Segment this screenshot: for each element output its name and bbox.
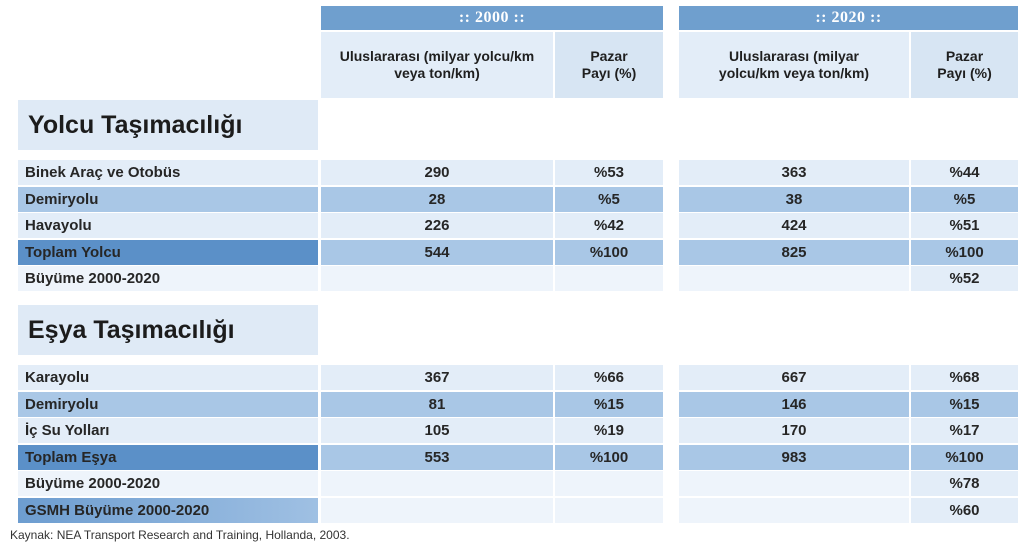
passenger-row-label: Toplam Yolcu <box>18 240 318 265</box>
freight-share-2000 <box>555 471 663 496</box>
freight-value-2020 <box>679 498 909 523</box>
freight-value-2000: 105 <box>321 418 553 443</box>
freight-value-2000: 553 <box>321 445 553 470</box>
passenger-value-2000: 290 <box>321 160 553 185</box>
col-international-2000: Uluslararası (milyar yolcu/km veya ton/k… <box>321 32 553 98</box>
col-share-2020: Pazar Payı (%) <box>911 32 1018 98</box>
freight-share-2020: %15 <box>911 392 1018 417</box>
freight-share-2020: %78 <box>911 471 1018 496</box>
passenger-value-2000 <box>321 266 553 291</box>
freight-value-2020: 170 <box>679 418 909 443</box>
passenger-share-2000: %5 <box>555 187 663 212</box>
passenger-value-2000: 28 <box>321 187 553 212</box>
freight-value-2000 <box>321 498 553 523</box>
freight-row-label: Toplam Eşya <box>18 445 318 470</box>
freight-row-label: Karayolu <box>18 365 318 390</box>
freight-share-2020: %17 <box>911 418 1018 443</box>
freight-value-2020: 146 <box>679 392 909 417</box>
passenger-value-2000: 226 <box>321 213 553 238</box>
col-share-2000: Pazar Payı (%) <box>555 32 663 98</box>
col-international-2020: Uluslararası (milyar yolcu/km veya ton/k… <box>679 32 909 98</box>
freight-share-2000: %15 <box>555 392 663 417</box>
freight-row-label: Demiryolu <box>18 392 318 417</box>
passenger-share-2020: %5 <box>911 187 1018 212</box>
freight-share-2020: %68 <box>911 365 1018 390</box>
year-2020-header: :: 2020 :: <box>679 6 1018 30</box>
passenger-row-label: Havayolu <box>18 213 318 238</box>
freight-row-label: İç Su Yolları <box>18 418 318 443</box>
freight-share-2000 <box>555 498 663 523</box>
freight-value-2020 <box>679 471 909 496</box>
freight-value-2000: 81 <box>321 392 553 417</box>
passenger-share-2000: %42 <box>555 213 663 238</box>
freight-share-2020: %60 <box>911 498 1018 523</box>
passenger-share-2020: %100 <box>911 240 1018 265</box>
freight-share-2000: %66 <box>555 365 663 390</box>
freight-value-2000: 367 <box>321 365 553 390</box>
passenger-row-label: Büyüme 2000-2020 <box>18 266 318 291</box>
year-2000-header: :: 2000 :: <box>321 6 663 30</box>
passenger-value-2020: 424 <box>679 213 909 238</box>
freight-share-2020: %100 <box>911 445 1018 470</box>
freight-share-2000: %19 <box>555 418 663 443</box>
passenger-value-2020: 38 <box>679 187 909 212</box>
passenger-value-2020: 363 <box>679 160 909 185</box>
passenger-share-2020: %51 <box>911 213 1018 238</box>
freight-section-title: Eşya Taşımacılığı <box>18 305 318 355</box>
freight-value-2020: 667 <box>679 365 909 390</box>
passenger-share-2000: %53 <box>555 160 663 185</box>
freight-row-label: GSMH Büyüme 2000-2020 <box>18 498 318 523</box>
freight-value-2020: 983 <box>679 445 909 470</box>
passenger-row-label: Demiryolu <box>18 187 318 212</box>
passenger-value-2020 <box>679 266 909 291</box>
passenger-section-title: Yolcu Taşımacılığı <box>18 100 318 150</box>
passenger-row-label: Binek Araç ve Otobüs <box>18 160 318 185</box>
passenger-share-2020: %44 <box>911 160 1018 185</box>
freight-share-2000: %100 <box>555 445 663 470</box>
passenger-value-2020: 825 <box>679 240 909 265</box>
passenger-share-2000: %100 <box>555 240 663 265</box>
passenger-share-2020: %52 <box>911 266 1018 291</box>
freight-value-2000 <box>321 471 553 496</box>
freight-row-label: Büyüme 2000-2020 <box>18 471 318 496</box>
source-note: Kaynak: NEA Transport Research and Train… <box>10 528 350 542</box>
passenger-value-2000: 544 <box>321 240 553 265</box>
passenger-share-2000 <box>555 266 663 291</box>
